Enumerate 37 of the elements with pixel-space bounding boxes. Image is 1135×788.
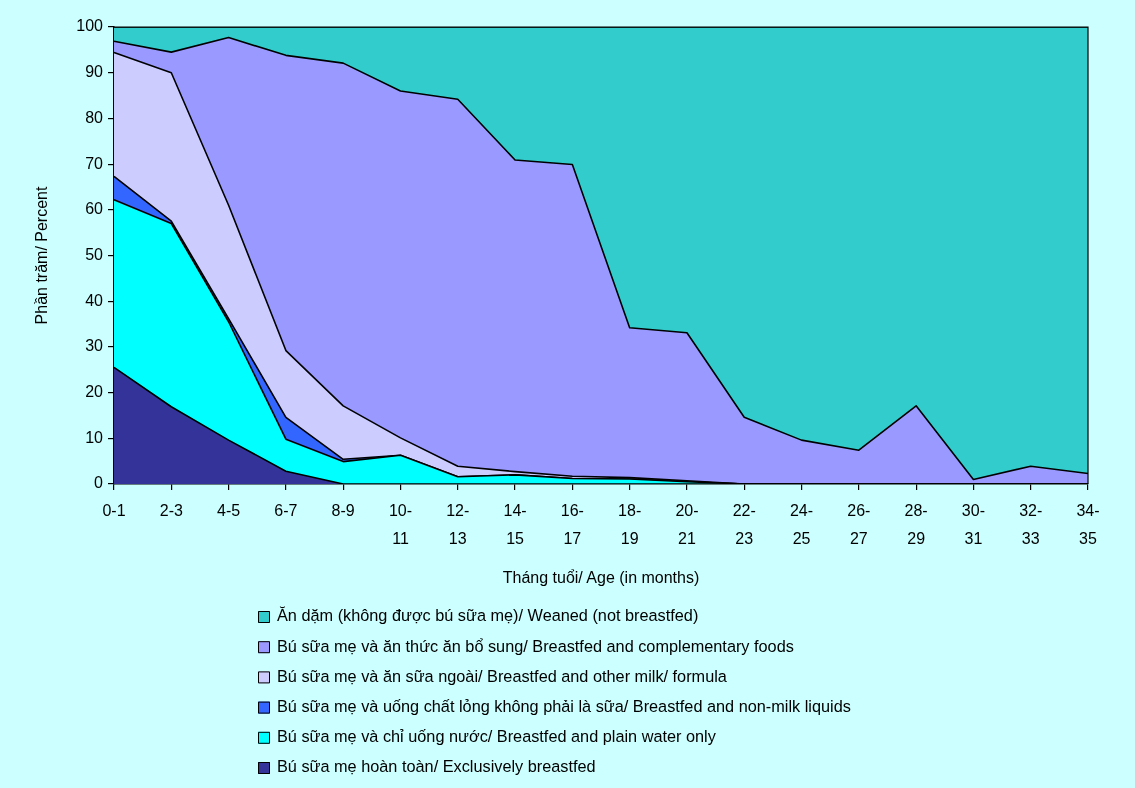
legend-label: Bú sữa mẹ và ăn sữa ngoài/ Breastfed and other milk/ formula — [277, 666, 728, 685]
y-tick-label: 70 — [85, 154, 104, 172]
x-tick-label: 4-5 — [217, 502, 241, 520]
y-tick-label: 80 — [85, 108, 104, 126]
x-tick-label: 22-23 — [732, 502, 756, 548]
x-axis-title: Tháng tuổi/ Age (in months) — [502, 568, 700, 586]
legend-label: Bú sữa mẹ và chỉ uống nước/ Breastfed and plain water only — [277, 727, 717, 746]
x-tick-label: 12-13 — [446, 502, 470, 548]
y-tick-label: 30 — [85, 337, 104, 355]
y-tick-label: 100 — [76, 17, 104, 35]
x-tick-label: 34-35 — [1076, 502, 1100, 548]
x-tick-label: 0-1 — [102, 502, 126, 520]
x-tick-label: 28-29 — [904, 502, 928, 548]
y-tick-label: 50 — [85, 245, 104, 263]
legend-label: Bú sữa mẹ hoàn toàn/ Exclusively breastfed — [277, 757, 596, 776]
x-tick-label: 14-15 — [503, 502, 527, 548]
x-tick-label: 18-19 — [618, 502, 642, 548]
y-tick-label: 40 — [85, 291, 104, 309]
x-tick-label: 24-25 — [789, 502, 814, 548]
y-tick-label: 90 — [85, 63, 104, 81]
x-tick-label: 2-3 — [159, 502, 183, 520]
y-tick-label: 60 — [85, 200, 104, 218]
x-tick-label: 32-33 — [1019, 502, 1043, 548]
y-axis-title: Phần trăm/ Percent — [33, 186, 51, 325]
x-tick-label: 16-17 — [560, 502, 584, 548]
x-tick-label: 6-7 — [274, 502, 298, 520]
x-tick-label: 30-31 — [961, 502, 985, 548]
x-tick-label: 10-11 — [388, 502, 413, 548]
y-tick-label: 0 — [94, 474, 104, 492]
legend-label: Bú sữa mẹ và uống chất lỏng không phải là sữa/ Breastfed and non-milk liquids — [277, 697, 851, 716]
legend-label: Bú sữa mẹ và ăn thức ăn bổ sung/ Breastfed and complementary foods — [277, 636, 794, 655]
x-tick-label: 26-27 — [847, 502, 871, 548]
x-tick-label: 20-21 — [675, 502, 699, 548]
legend-label: Ăn dặm (không được bú sữa mẹ)/ Weaned (not breastfed) — [277, 606, 699, 625]
y-tick-label: 10 — [85, 428, 104, 446]
y-tick-label: 20 — [85, 383, 104, 401]
x-tick-label: 8-9 — [331, 502, 355, 520]
